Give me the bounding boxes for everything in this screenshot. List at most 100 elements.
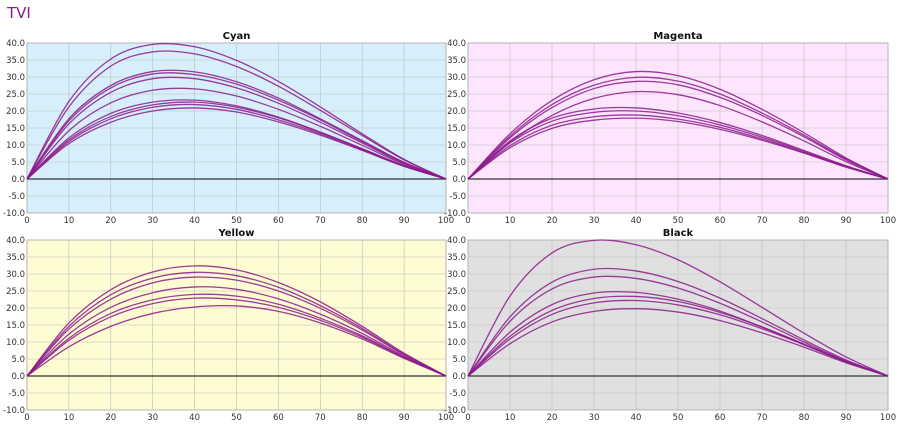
tvi-curve xyxy=(467,308,889,377)
tvi-curve xyxy=(26,50,447,180)
x-tick-label: 40 xyxy=(189,216,200,226)
x-tick-label: 30 xyxy=(147,413,158,423)
x-tick-label: 40 xyxy=(189,413,200,423)
x-tick-label: 50 xyxy=(231,413,242,423)
x-tick-label: 20 xyxy=(105,413,116,423)
tvi-curve xyxy=(467,106,889,180)
x-tick-label: 80 xyxy=(357,413,368,423)
tvi-curve xyxy=(26,304,447,377)
tvi-curve xyxy=(467,267,889,377)
x-tick-label: 20 xyxy=(547,413,558,423)
tvi-curve xyxy=(26,265,447,377)
page-title: TVI xyxy=(7,4,31,22)
y-tick-label: 30.0 xyxy=(6,270,25,280)
x-tick-label: 10 xyxy=(505,413,516,423)
x-tick-label: 90 xyxy=(841,216,852,226)
tvi-curve xyxy=(26,101,447,180)
x-tick-label: 100 xyxy=(438,413,454,423)
x-tick-label: 0 xyxy=(465,413,470,423)
y-tick-label: 5.0 xyxy=(452,355,466,365)
y-tick-label: 35.0 xyxy=(447,253,466,263)
x-tick-label: 100 xyxy=(438,216,454,226)
x-tick-label: 70 xyxy=(315,216,326,226)
x-tick-label: 60 xyxy=(715,413,726,423)
x-tick-label: 100 xyxy=(880,413,896,423)
x-tick-label: 70 xyxy=(315,413,326,423)
x-tick-label: 90 xyxy=(399,413,410,423)
chart-title: Magenta xyxy=(653,31,702,42)
y-tick-label: 5.0 xyxy=(452,158,466,168)
y-tick-label: 0.0 xyxy=(452,372,466,382)
x-tick-label: 60 xyxy=(715,216,726,226)
tvi-curve xyxy=(467,76,889,180)
y-tick-label: -5.0 xyxy=(449,192,466,202)
y-tick-label: 5.0 xyxy=(11,158,25,168)
x-tick-label: 60 xyxy=(273,216,284,226)
y-tick-label: 15.0 xyxy=(447,124,466,134)
y-tick-label: 30.0 xyxy=(6,73,25,83)
tvi-curve xyxy=(26,286,447,377)
y-tick-label: 10.0 xyxy=(447,141,466,151)
x-tick-label: 50 xyxy=(231,216,242,226)
x-tick-label: 40 xyxy=(631,216,642,226)
y-tick-label: -5.0 xyxy=(449,389,466,399)
y-tick-label: 15.0 xyxy=(6,124,25,134)
x-tick-label: 10 xyxy=(505,216,516,226)
y-tick-label: 35.0 xyxy=(6,56,25,66)
x-tick-label: 0 xyxy=(465,216,470,226)
y-tick-label: 40.0 xyxy=(447,39,466,49)
y-tick-label: 20.0 xyxy=(447,107,466,117)
tvi-curve xyxy=(26,87,447,180)
x-tick-label: 30 xyxy=(147,216,158,226)
tvi-curve xyxy=(467,299,889,377)
x-tick-label: 10 xyxy=(63,216,74,226)
y-tick-label: 15.0 xyxy=(6,321,25,331)
x-tick-label: 0 xyxy=(24,216,29,226)
x-tick-label: 100 xyxy=(880,216,896,226)
y-tick-label: 10.0 xyxy=(447,338,466,348)
chart-title: Cyan xyxy=(223,31,251,42)
y-tick-label: 30.0 xyxy=(447,270,466,280)
tvi-curve xyxy=(26,276,447,377)
tvi-curve xyxy=(26,271,447,377)
y-tick-label: 25.0 xyxy=(6,287,25,297)
x-tick-label: 10 xyxy=(63,413,74,423)
y-tick-label: 25.0 xyxy=(447,287,466,297)
tvi-curve xyxy=(26,76,447,180)
y-tick-label: -5.0 xyxy=(8,192,25,202)
y-tick-label: 25.0 xyxy=(6,90,25,100)
y-tick-label: 25.0 xyxy=(447,90,466,100)
x-tick-label: 30 xyxy=(589,216,600,226)
y-tick-label: 20.0 xyxy=(6,107,25,117)
x-tick-label: 60 xyxy=(273,413,284,423)
y-tick-label: 40.0 xyxy=(6,39,25,49)
y-tick-label: -10.0 xyxy=(444,406,466,416)
tvi-curve xyxy=(467,80,889,180)
x-tick-label: 30 xyxy=(589,413,600,423)
tvi-curve xyxy=(467,117,889,180)
y-tick-label: 40.0 xyxy=(447,236,466,246)
chart-panel-cyan: 0 10 20 30 40 50 60 70 80 90 100 40.0 35.0 30.0 25.0 20… xyxy=(3,31,454,226)
y-tick-label: 30.0 xyxy=(447,73,466,83)
x-tick-label: 50 xyxy=(673,216,684,226)
tvi-curve xyxy=(26,69,447,180)
y-tick-label: -10.0 xyxy=(3,406,25,416)
y-tick-label: 35.0 xyxy=(6,253,25,263)
x-tick-label: 90 xyxy=(841,413,852,423)
tvi-curve xyxy=(26,72,447,180)
y-tick-label: 0.0 xyxy=(11,372,25,382)
x-tick-label: 70 xyxy=(757,413,768,423)
x-tick-label: 80 xyxy=(799,216,810,226)
tvi-curve xyxy=(467,239,889,377)
x-tick-label: 40 xyxy=(631,413,642,423)
x-tick-label: 80 xyxy=(799,413,810,423)
y-tick-label: 20.0 xyxy=(6,304,25,314)
y-tick-label: -5.0 xyxy=(8,389,25,399)
tvi-curve xyxy=(467,70,889,180)
tvi-curve xyxy=(26,107,447,180)
y-tick-label: 40.0 xyxy=(6,236,25,246)
x-tick-label: 0 xyxy=(24,413,29,423)
x-tick-label: 50 xyxy=(673,413,684,423)
chart-panel-black: 0 10 20 30 40 50 60 70 80 90 100 40.0 35.0 30.0 25.0 20… xyxy=(444,228,896,423)
